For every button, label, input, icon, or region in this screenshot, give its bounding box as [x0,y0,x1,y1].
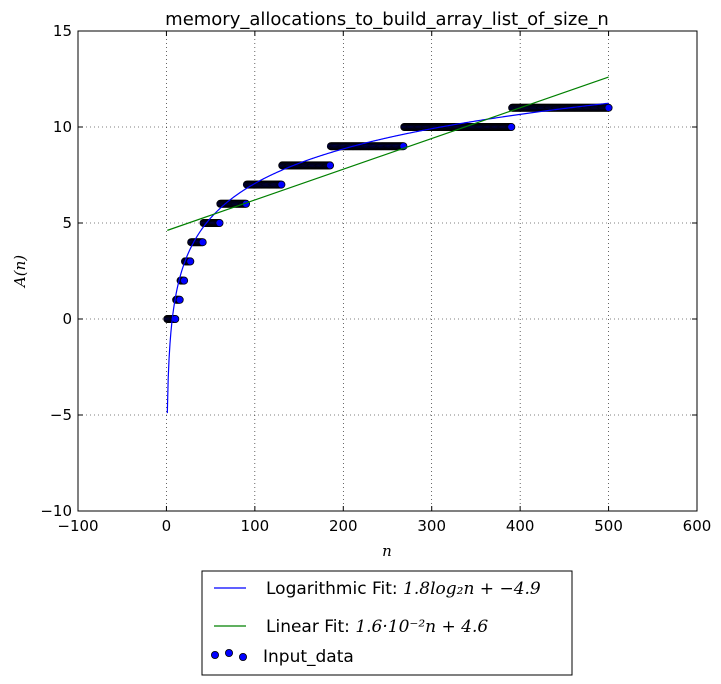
x-tick-label: 600 [683,517,712,535]
x-axis-label: n [382,542,392,560]
x-tick-label: 400 [506,517,535,535]
y-tick-label: 5 [62,214,72,232]
data-point [507,123,516,132]
x-tick-label: 200 [329,517,358,535]
series-line-linear-fit [167,76,609,231]
data-point [175,295,184,304]
ticks: −100 0 100 200 300 400 500 600 −10 −5 0 5 10 15 [40,22,711,535]
legend-marker-input-2 [224,649,233,658]
legend: Logarithmic Fit: 1.8log₂n + −4.9 Linear … [201,570,573,676]
x-tick-label: 500 [594,517,623,535]
data-point [326,161,335,170]
legend-box [201,570,573,676]
data-point [277,180,286,189]
x-tick-label: 0 [162,517,172,535]
axes-frame [77,30,698,512]
series-line-log-fit [166,102,609,414]
data-point [180,276,189,285]
grid [78,31,697,511]
x-tick-label: 300 [417,517,446,535]
chart-title: memory_allocations_to_build_array_list_o… [165,9,609,30]
data-point [171,314,180,323]
data-point [215,218,224,227]
legend-marker-input-3 [238,653,247,662]
y-tick-label: 15 [53,22,72,40]
y-tick-label: 10 [53,118,72,136]
data-point [604,103,613,112]
plot-area [163,76,613,414]
legend-entry-linear-fit: Linear Fit: 1.6·10⁻²n + 4.6 [266,617,488,637]
y-axis-label: A(n) [11,255,29,289]
y-tick-label: 0 [62,310,72,328]
data-point [186,257,195,266]
x-tick-label: −100 [57,517,98,535]
y-tick-label: −5 [50,406,72,424]
legend-marker-input-1 [210,651,219,660]
legend-entry-input-data: Input_data [263,647,354,667]
data-point [198,238,207,247]
y-tick-label: −10 [40,502,72,520]
legend-entry-log-fit: Logarithmic Fit: 1.8log₂n + −4.9 [266,579,541,599]
x-tick-label: 100 [241,517,270,535]
